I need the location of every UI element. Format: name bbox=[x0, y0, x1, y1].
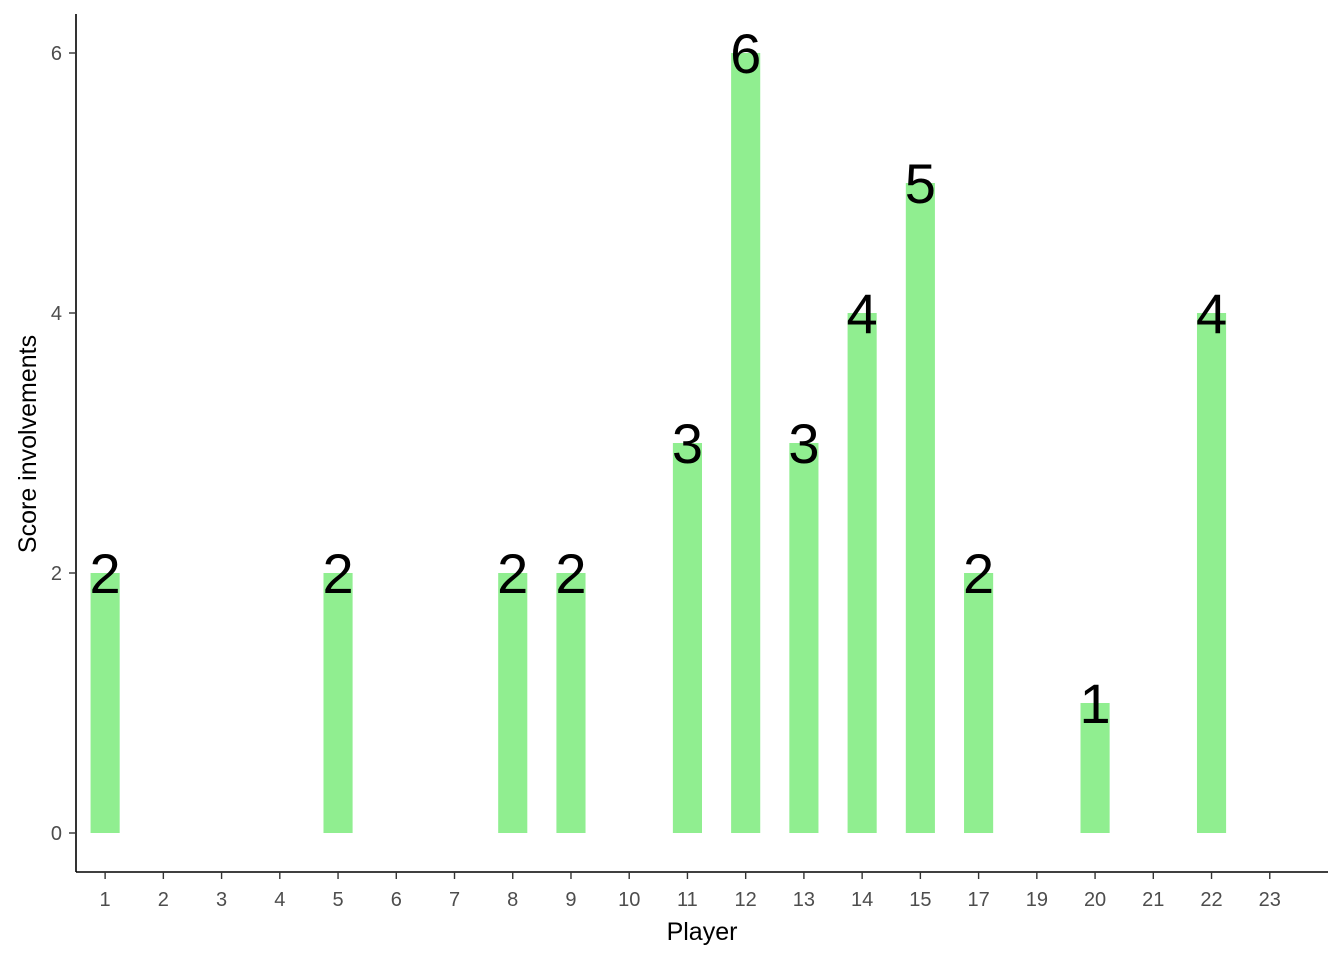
x-tick-label: 13 bbox=[793, 889, 815, 911]
x-tick-label: 10 bbox=[618, 889, 640, 911]
bar bbox=[498, 573, 528, 833]
bar-value-label: 2 bbox=[555, 542, 586, 605]
bar-value-label: 4 bbox=[847, 282, 878, 345]
x-tick-label: 11 bbox=[677, 889, 698, 911]
x-tick-label: 1 bbox=[100, 889, 111, 911]
y-axis-title: Score involvements bbox=[14, 335, 42, 553]
x-tick-label: 12 bbox=[735, 889, 757, 911]
bar-value-label: 5 bbox=[905, 152, 936, 215]
bar-value-label: 2 bbox=[322, 542, 353, 605]
bars-group bbox=[90, 53, 1227, 833]
bar bbox=[1196, 313, 1227, 833]
x-tick-label: 7 bbox=[449, 889, 460, 911]
bar-value-label: 3 bbox=[672, 412, 703, 475]
x-tick-label: 5 bbox=[332, 889, 343, 911]
bar-value-label: 1 bbox=[1079, 672, 1110, 735]
y-tick-label: 0 bbox=[51, 823, 62, 845]
x-tick-label: 3 bbox=[216, 889, 227, 911]
bar bbox=[1080, 703, 1110, 833]
x-tick-label: 17 bbox=[967, 889, 989, 911]
x-ticks-group: 1 2 3 4 5 6 7 8 9 10 11 12 13 14 15 17 19 20 21 22 23 bbox=[100, 872, 1281, 911]
x-tick-label: 2 bbox=[158, 889, 169, 911]
x-tick-label: 19 bbox=[1026, 889, 1048, 911]
bar bbox=[731, 53, 761, 833]
y-tick-label: 6 bbox=[51, 43, 62, 65]
bar bbox=[964, 573, 994, 833]
x-tick-label: 22 bbox=[1200, 889, 1222, 911]
x-tick-label: 9 bbox=[565, 889, 576, 911]
x-tick-label: 6 bbox=[391, 889, 402, 911]
bar bbox=[556, 573, 586, 833]
bar bbox=[672, 443, 702, 833]
x-tick-label: 23 bbox=[1259, 889, 1281, 911]
bar bbox=[789, 443, 819, 833]
bar bbox=[847, 313, 877, 833]
y-tick-label: 4 bbox=[51, 303, 62, 325]
x-tick-label: 20 bbox=[1084, 889, 1106, 911]
bar bbox=[905, 183, 935, 833]
bar-value-label: 2 bbox=[497, 542, 528, 605]
bar bbox=[323, 573, 353, 833]
bar-value-label: 4 bbox=[1196, 282, 1227, 345]
bar-value-label: 2 bbox=[963, 542, 994, 605]
bar-value-label: 6 bbox=[730, 22, 761, 85]
y-ticks-group: 0 2 4 6 bbox=[51, 43, 76, 845]
x-tick-label: 14 bbox=[851, 889, 873, 911]
x-tick-label: 15 bbox=[909, 889, 931, 911]
x-tick-label: 21 bbox=[1142, 889, 1164, 911]
bar-value-label: 3 bbox=[788, 412, 819, 475]
x-tick-label: 8 bbox=[507, 889, 518, 911]
bar-value-label: 2 bbox=[90, 542, 121, 605]
y-tick-label: 2 bbox=[51, 563, 62, 585]
x-axis-title: Player bbox=[667, 918, 738, 946]
x-tick-label: 4 bbox=[274, 889, 285, 911]
bar bbox=[90, 573, 120, 833]
